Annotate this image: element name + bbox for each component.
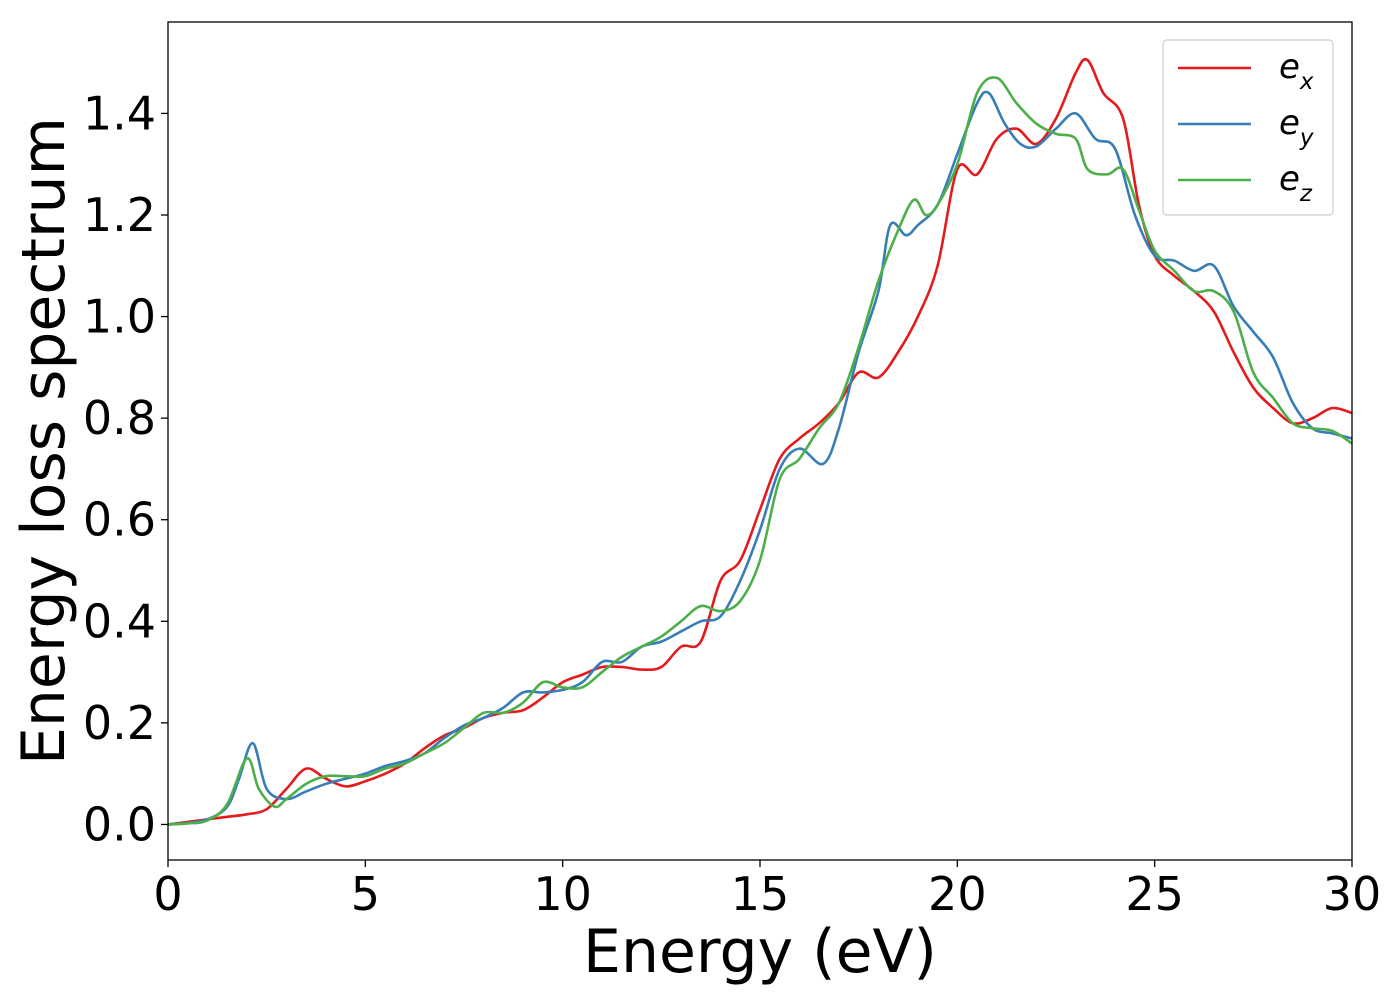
legend-label-main: e — [1279, 103, 1300, 143]
y-tick-label: 0.4 — [83, 594, 156, 648]
legend-label-subscript: y — [1299, 125, 1314, 151]
series-layer — [168, 57, 1352, 826]
y-tick-label: 0.8 — [83, 391, 156, 445]
x-tick-label: 10 — [533, 867, 592, 921]
x-tick-label: 20 — [928, 867, 987, 921]
x-axis-ticks: 0 5 10 15 20 25 30 — [153, 860, 1381, 921]
y-tick-label: 0.0 — [83, 797, 156, 851]
y-tick-label: 0.2 — [83, 696, 156, 750]
legend-label-ez: ez — [1279, 159, 1313, 207]
series-line-ez — [168, 76, 1352, 826]
y-tick-label: 1.4 — [83, 86, 156, 140]
legend-label-main: e — [1279, 159, 1300, 199]
plot-area — [167, 21, 1353, 861]
legend-label-main: e — [1279, 47, 1300, 87]
x-tick-label: 0 — [153, 867, 182, 921]
x-axis-label: Energy (eV) — [583, 917, 937, 987]
x-tick-label: 15 — [731, 867, 790, 921]
legend-label-subscript: x — [1299, 69, 1314, 95]
y-tick-label: 1.2 — [83, 188, 156, 242]
y-axis-label: Energy loss spectrum — [9, 117, 79, 765]
legend-label-subscript: z — [1299, 181, 1313, 207]
x-tick-label: 5 — [351, 867, 380, 921]
y-axis-ticks: 0.0 0.2 0.4 0.6 0.8 1.0 1.2 1.4 — [83, 86, 168, 851]
plot-background — [168, 22, 1352, 860]
series-line-ex — [168, 57, 1352, 826]
y-tick-label: 1.0 — [83, 290, 156, 344]
y-tick-label: 0.6 — [83, 493, 156, 547]
x-tick-label: 30 — [1323, 867, 1382, 921]
legend-label-ex: ex — [1279, 47, 1314, 95]
x-tick-label: 25 — [1125, 867, 1184, 921]
legend-box — [1162, 39, 1334, 216]
legend-label-ey: ey — [1279, 103, 1314, 151]
